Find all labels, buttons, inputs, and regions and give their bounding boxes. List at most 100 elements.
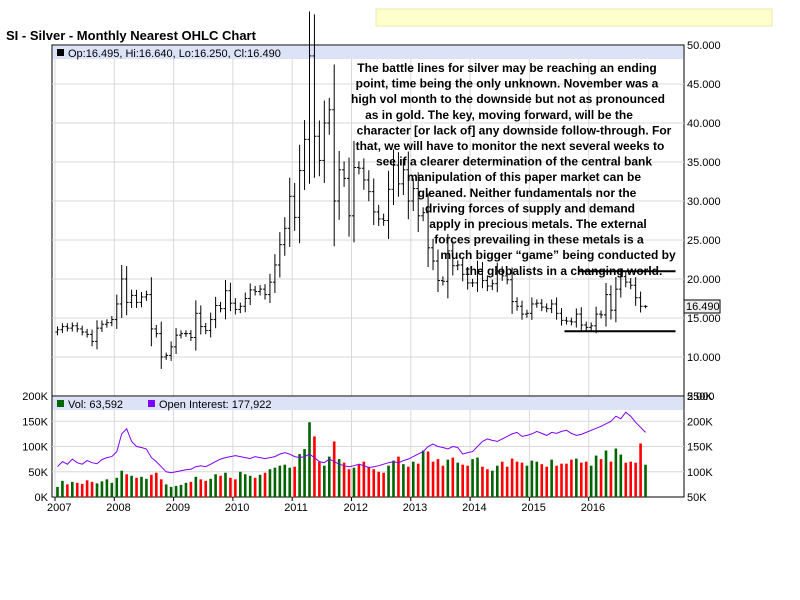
volume-bar xyxy=(159,479,163,497)
volume-bar xyxy=(372,469,376,497)
ohlc-bar xyxy=(623,271,628,288)
ohlc-bar xyxy=(628,278,633,290)
ohlc-bar xyxy=(396,152,401,197)
annotation-line: forces prevailing in these metals is a xyxy=(434,233,644,247)
ohlc-bar xyxy=(470,278,475,288)
price-tick-label: 35.000 xyxy=(687,157,721,169)
volume-bar xyxy=(332,441,336,497)
annotation-text: The battle lines for silver may be reach… xyxy=(351,61,676,278)
volume-bar xyxy=(387,465,390,497)
ohlc-bar xyxy=(633,277,638,306)
volume-bar xyxy=(357,464,361,497)
volume-bar xyxy=(441,465,445,497)
volume-bar xyxy=(495,465,499,497)
volume-bar xyxy=(115,477,119,497)
volume-bars xyxy=(56,422,647,497)
ohlc-bar xyxy=(475,260,480,292)
ohlc-bar xyxy=(307,11,312,184)
ohlc-bar xyxy=(297,144,302,244)
ohlc-bar xyxy=(519,300,524,320)
last-price-box xyxy=(683,299,721,314)
volume-bar xyxy=(239,471,242,497)
ohlc-bar xyxy=(539,299,544,312)
ohlc-bar xyxy=(426,193,431,267)
x-tick-label: 2016 xyxy=(581,502,605,514)
ohlc-bar xyxy=(391,149,396,206)
annotation-line: gleaned. Neither fundamentals nor the xyxy=(418,186,637,200)
volume-info: Vol: 63,592 xyxy=(68,399,123,411)
volume-bar xyxy=(476,457,479,497)
volume-bar xyxy=(189,481,193,497)
oi-legend-icon xyxy=(148,400,155,407)
ohlc-bar xyxy=(302,120,307,190)
x-tick-label: 2009 xyxy=(166,502,190,514)
ohlc-bar xyxy=(480,261,485,289)
header-banner xyxy=(375,8,773,27)
ohlc-bar xyxy=(188,330,193,342)
x-axis: 2007 2008 2009 2010 2011 2012 2013 2014 2015 2016 xyxy=(47,497,605,514)
volume-bar xyxy=(560,463,563,497)
ohlc-bar xyxy=(60,323,65,334)
ohlc-bar xyxy=(272,254,277,293)
annotation-lines xyxy=(564,270,676,333)
ohlc-bar xyxy=(75,322,80,333)
volume-bar xyxy=(555,465,558,497)
volume-bar xyxy=(520,462,524,497)
volume-bar xyxy=(125,474,128,497)
ohlc-bar xyxy=(638,291,643,313)
volume-bar xyxy=(624,462,628,497)
volume-info-band xyxy=(53,397,683,410)
ohlc-bar xyxy=(119,264,124,318)
ohlc-bar xyxy=(99,320,104,332)
ohlc-bar xyxy=(55,326,60,336)
ohlc-bar xyxy=(435,249,440,293)
volume-bar xyxy=(377,471,380,497)
volume-bar xyxy=(169,486,173,497)
volume-bar xyxy=(145,478,148,497)
ohlc-bar xyxy=(104,319,109,328)
ohlc-bar xyxy=(455,260,460,271)
volume-bar xyxy=(85,480,89,497)
volume-grid xyxy=(52,410,684,497)
ohlc-bar xyxy=(267,273,272,303)
annotation-line: the globalists in a changing world. xyxy=(466,264,663,278)
ohlc-bar xyxy=(253,285,258,296)
volume-bar xyxy=(308,422,311,497)
volume-bar xyxy=(639,443,642,497)
volume-bar xyxy=(179,484,183,497)
volume-bar xyxy=(535,461,539,497)
ohlc-bar xyxy=(164,352,169,360)
ohlc-bar xyxy=(114,294,119,329)
price-tick-label: 5.000 xyxy=(687,391,715,403)
ohlc-bar xyxy=(317,120,322,177)
annotation-line: driving forces of supply and demand xyxy=(425,201,635,215)
ohlc-bar xyxy=(411,178,416,212)
ohlc-info: Op:16.495, Hi:16.640, Lo:16.250, Cl:16.4… xyxy=(68,48,281,60)
volume-bar xyxy=(66,484,69,497)
volume-bar xyxy=(584,461,588,497)
ohlc-bar xyxy=(233,298,238,315)
volume-bar xyxy=(545,466,548,497)
volume-bar xyxy=(486,469,489,497)
ohlc-bar xyxy=(159,321,164,369)
ohlc-bar xyxy=(193,300,198,351)
annotation-line: manipulation of this paper market can be xyxy=(407,170,641,184)
volume-bar xyxy=(243,474,247,497)
volume-bar xyxy=(337,459,341,497)
volume-bar xyxy=(565,463,568,497)
ohlc-bar xyxy=(70,322,75,332)
volume-bar xyxy=(248,475,252,497)
info-square-icon xyxy=(57,49,64,56)
oi-tick-label: 100K xyxy=(687,467,713,479)
volume-bar xyxy=(258,474,262,497)
ohlc-bar xyxy=(594,306,599,334)
volume-bar xyxy=(510,458,514,497)
volume-bar xyxy=(140,476,143,497)
oi-tick-label: 50K xyxy=(687,492,707,504)
volume-bar xyxy=(382,472,385,497)
ohlc-bar xyxy=(292,182,297,231)
ohlc-bar xyxy=(179,330,184,339)
volume-bar xyxy=(105,479,109,497)
ohlc-bar xyxy=(495,262,500,293)
volume-bar xyxy=(451,457,455,497)
